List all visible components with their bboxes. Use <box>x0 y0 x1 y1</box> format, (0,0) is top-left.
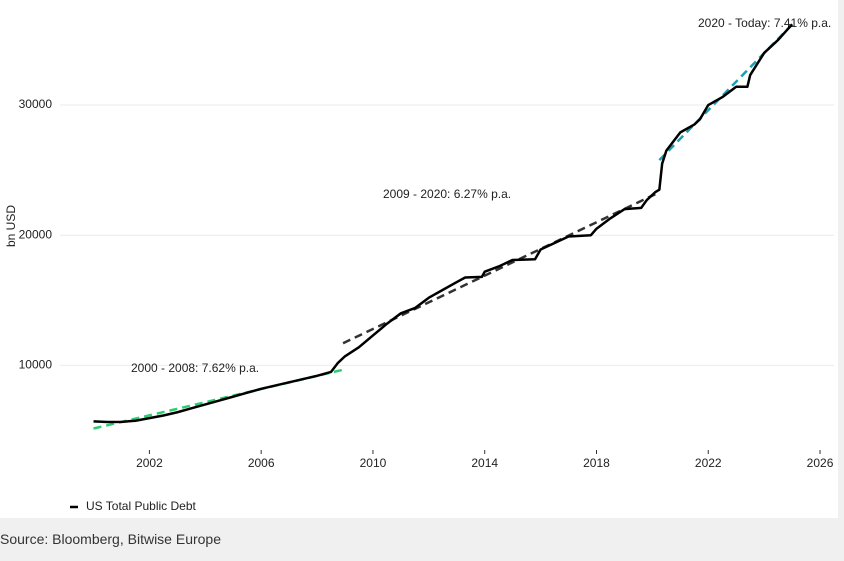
data-line <box>93 23 794 424</box>
panel <box>0 0 838 518</box>
x-tick-label: 2022 <box>695 456 722 470</box>
y-tick-label: 10000 <box>19 358 53 372</box>
x-tick-label: 2014 <box>471 456 498 470</box>
x-tick-label: 2026 <box>807 456 834 470</box>
x-tick-label: 2010 <box>360 456 387 470</box>
annotation: 2009 - 2020: 6.27% p.a. <box>383 187 511 201</box>
y-tick-label: 30000 <box>19 97 53 111</box>
y-tick-label: 20000 <box>19 227 53 241</box>
source: Source: Bloomberg, Bitwise Europe <box>0 531 221 547</box>
x-tick-label: 2006 <box>248 456 275 470</box>
y-axis-label: bn USD <box>4 205 18 247</box>
annotation: 2000 - 2008: 7.62% p.a. <box>131 361 259 375</box>
annotation: 2020 - Today: 7.41% p.a. <box>698 16 831 30</box>
x-tick-label: 2002 <box>136 456 163 470</box>
x-tick-label: 2018 <box>583 456 610 470</box>
legend-label: US Total Public Debt <box>86 499 197 513</box>
